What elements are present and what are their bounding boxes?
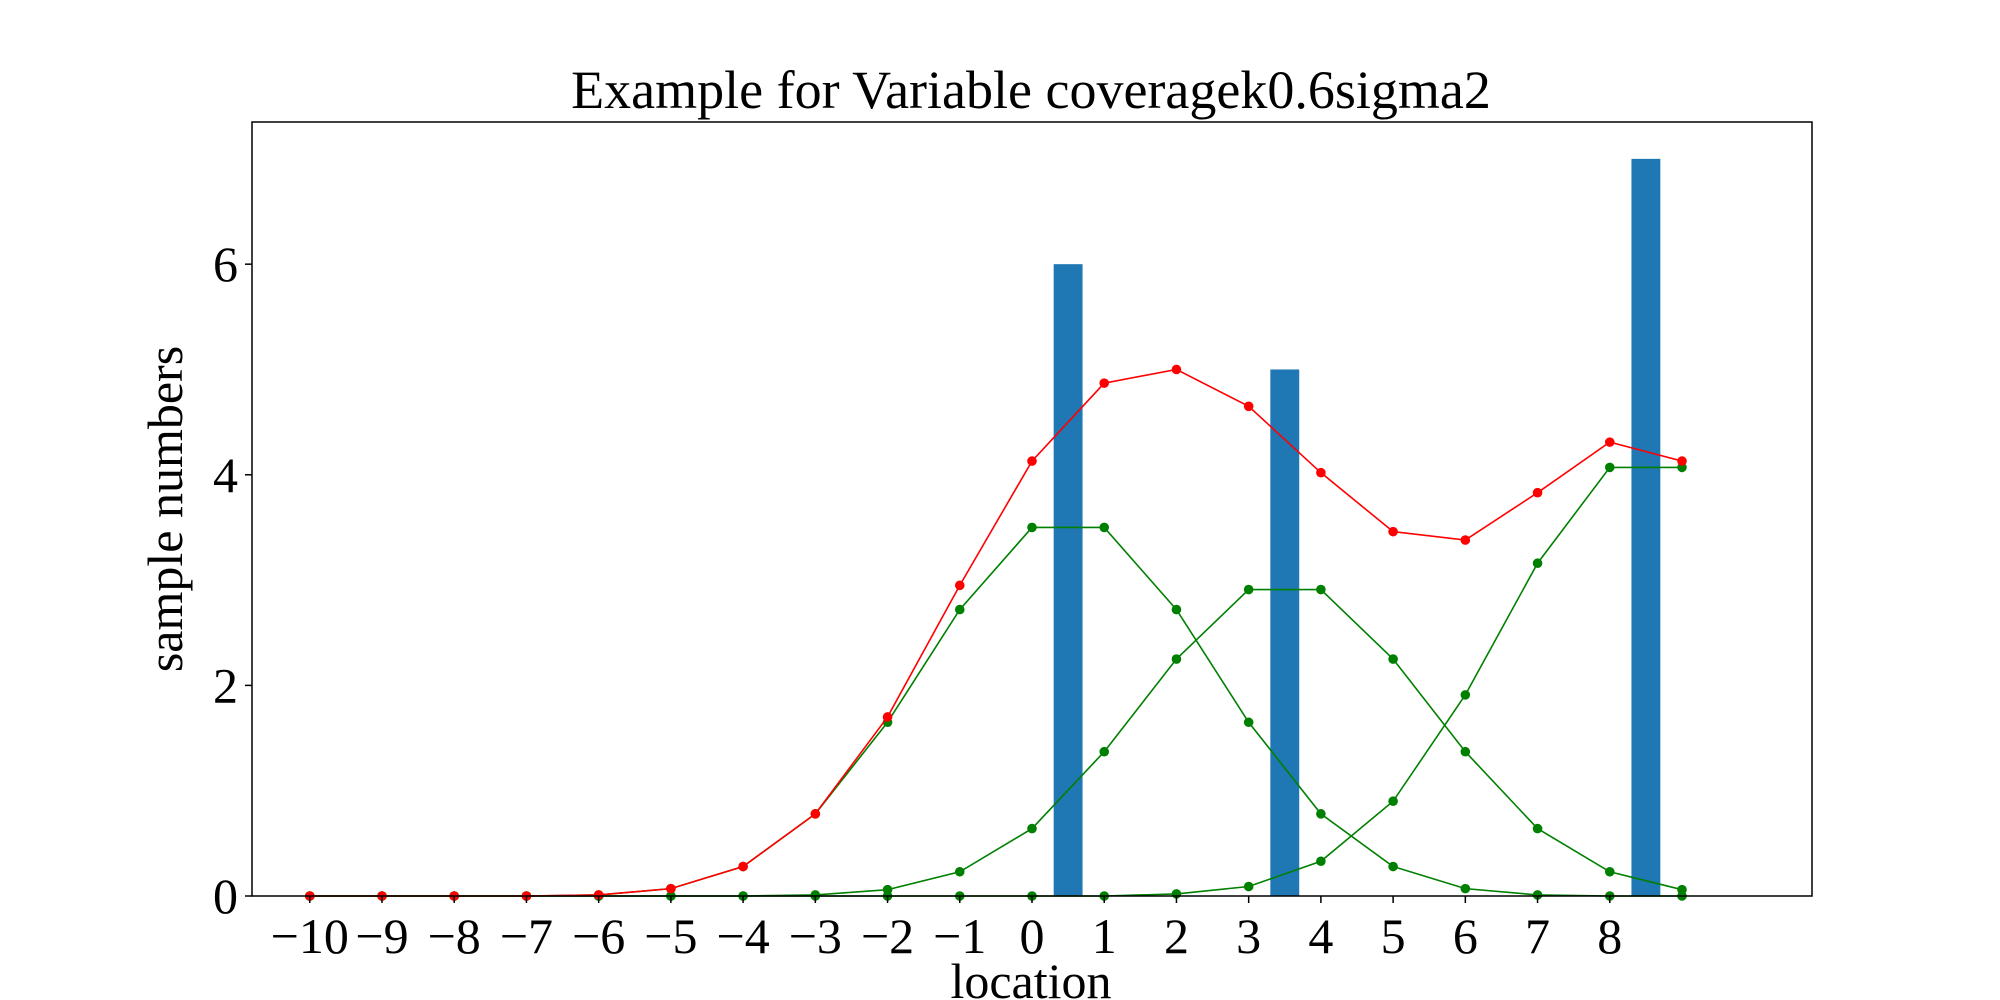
series-point xyxy=(1171,604,1182,615)
series-point xyxy=(954,866,965,877)
series-point xyxy=(882,712,893,722)
series-point xyxy=(1388,654,1398,664)
x-tick-label: −1 xyxy=(933,908,986,964)
lines-layer xyxy=(304,364,1687,901)
bar xyxy=(1631,158,1661,896)
series-line xyxy=(309,368,1683,897)
series-line xyxy=(309,466,1682,897)
x-tick-label: −4 xyxy=(717,908,770,964)
series-point xyxy=(1027,522,1037,533)
x-tick-label: −6 xyxy=(572,908,625,964)
series-point xyxy=(1027,823,1037,834)
y-tick-label: 0 xyxy=(213,868,238,924)
series-point xyxy=(1171,654,1182,664)
series-point xyxy=(1243,881,1254,892)
x-tick-label: 6 xyxy=(1453,908,1478,964)
chart-title: Example for Variable coveragek0.6sigma2 xyxy=(571,60,1491,120)
x-tick-label: 8 xyxy=(1597,908,1622,964)
x-tick-label: 5 xyxy=(1381,908,1406,964)
x-tick-label: 3 xyxy=(1236,908,1261,964)
series-group xyxy=(304,584,1687,901)
series-point xyxy=(1460,746,1471,757)
series-point xyxy=(1388,861,1398,872)
x-tick-label: −3 xyxy=(789,908,842,964)
series-group xyxy=(304,462,1687,901)
x-axis-ticks: −10 −9 −8 −7 −6 −5 −4 −3 −2 −1 0 1 2 3 4 5 6 7 8 xyxy=(271,896,1622,964)
series-point xyxy=(1316,856,1326,867)
y-tick-label: 2 xyxy=(213,657,238,713)
x-tick-label: −10 xyxy=(271,908,349,964)
series-point xyxy=(1532,823,1543,834)
series-point xyxy=(1604,866,1615,877)
series-point xyxy=(1388,526,1398,537)
series-point xyxy=(1532,487,1543,498)
bar xyxy=(1270,369,1300,897)
series-point xyxy=(1316,809,1326,819)
series-point xyxy=(1604,437,1615,447)
x-axis-label: location xyxy=(950,953,1111,1000)
series-line xyxy=(309,526,1682,897)
series-point xyxy=(1243,717,1254,728)
x-tick-label: 4 xyxy=(1308,908,1333,964)
series-group xyxy=(304,364,1687,901)
series-point xyxy=(1460,883,1471,894)
series-point xyxy=(954,580,965,591)
series-group xyxy=(304,522,1687,901)
series-point xyxy=(1316,584,1326,595)
series-point xyxy=(1171,364,1182,375)
series-point xyxy=(1388,796,1398,807)
bars-layer xyxy=(1053,158,1661,897)
series-point xyxy=(738,861,748,872)
series-point xyxy=(1316,467,1326,478)
x-tick-label: −7 xyxy=(500,908,553,964)
y-axis-ticks: 0 2 4 6 xyxy=(213,236,252,924)
y-tick-label: 4 xyxy=(213,447,238,503)
series-point xyxy=(954,604,965,615)
series-point xyxy=(1677,884,1687,895)
x-tick-label: 0 xyxy=(1020,908,1045,964)
y-axis-label: sample numbers xyxy=(137,346,193,672)
series-point xyxy=(1099,378,1110,388)
series-point xyxy=(1027,456,1037,466)
series-point xyxy=(593,890,604,900)
series-point xyxy=(1099,522,1110,533)
x-tick-label: −2 xyxy=(861,908,914,964)
series-point xyxy=(1099,746,1110,757)
x-tick-label: −9 xyxy=(355,908,408,964)
x-tick-label: −5 xyxy=(644,908,697,964)
series-point xyxy=(1532,558,1543,569)
series-point xyxy=(1243,584,1254,595)
x-tick-label: 2 xyxy=(1164,908,1189,964)
x-tick-label: 1 xyxy=(1092,908,1117,964)
series-point xyxy=(1604,462,1615,473)
y-tick-label: 6 xyxy=(213,236,238,292)
x-tick-label: −8 xyxy=(428,908,481,964)
series-point xyxy=(1460,690,1471,700)
series-point xyxy=(666,883,676,894)
series-point xyxy=(1243,401,1254,412)
series-point xyxy=(1460,535,1471,545)
series-point xyxy=(810,809,821,819)
x-tick-label: 7 xyxy=(1525,908,1550,964)
series-line xyxy=(309,588,1683,897)
series-point xyxy=(1532,890,1543,900)
series-point xyxy=(1677,456,1687,466)
